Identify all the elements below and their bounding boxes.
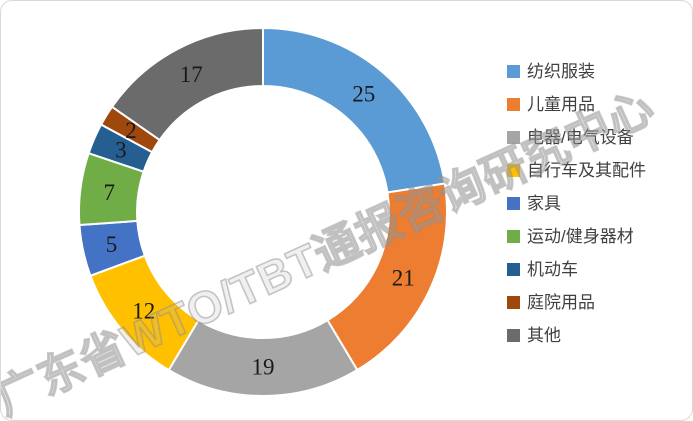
legend-label: 家具 bbox=[527, 194, 561, 213]
legend-item-7: 庭院用品 bbox=[507, 294, 646, 311]
slice-value-label-3: 12 bbox=[132, 299, 155, 324]
chart-legend: 纺织服装儿童用品电器/电气设备 自行车及其配件 家具运动/健身器材 机动车庭院用品其他 bbox=[507, 63, 646, 344]
slice-value-label-8: 17 bbox=[180, 62, 203, 87]
legend-item-5: 运动/健身器材 bbox=[507, 228, 646, 245]
legend-label: 运动/健身器材 bbox=[527, 227, 634, 246]
slice-value-label-0: 25 bbox=[352, 82, 375, 107]
slice-value-label-5: 7 bbox=[104, 180, 116, 205]
legend-item-0: 纺织服装 bbox=[507, 63, 646, 80]
legend-item-6: 机动车 bbox=[507, 261, 646, 278]
pie-slice-0 bbox=[262, 27, 446, 194]
slice-value-label-2: 19 bbox=[252, 355, 275, 380]
legend-label: 其他 bbox=[527, 326, 561, 345]
legend-item-1: 儿童用品 bbox=[507, 96, 646, 113]
legend-label: 儿童用品 bbox=[527, 95, 595, 114]
legend-swatch-icon bbox=[507, 98, 520, 111]
slice-value-label-6: 3 bbox=[115, 138, 127, 163]
legend-swatch-icon bbox=[507, 164, 520, 177]
pie-slice-8 bbox=[111, 27, 264, 141]
legend-item-8: 其他 bbox=[507, 327, 646, 344]
legend-label: 庭院用品 bbox=[527, 293, 595, 312]
legend-swatch-icon bbox=[507, 296, 520, 309]
slice-value-label-1: 21 bbox=[392, 265, 415, 290]
legend-item-4: 家具 bbox=[507, 195, 646, 212]
legend-label: 机动车 bbox=[527, 260, 578, 279]
legend-swatch-icon bbox=[507, 329, 520, 342]
legend-label: 纺织服装 bbox=[527, 62, 595, 81]
legend-swatch-icon bbox=[507, 230, 520, 243]
legend-swatch-icon bbox=[507, 197, 520, 210]
legend-swatch-icon bbox=[507, 263, 520, 276]
legend-item-3: 自行车及其配件 bbox=[507, 162, 646, 179]
slice-value-label-7: 2 bbox=[125, 118, 137, 143]
pie-slice-1 bbox=[326, 182, 448, 372]
slice-value-label-4: 5 bbox=[106, 232, 118, 257]
legend-swatch-icon bbox=[507, 65, 520, 78]
legend-item-2: 电器/电气设备 bbox=[507, 129, 646, 146]
legend-label: 电器/电气设备 bbox=[527, 128, 634, 147]
legend-label: 自行车及其配件 bbox=[527, 161, 646, 180]
legend-swatch-icon bbox=[507, 131, 520, 144]
